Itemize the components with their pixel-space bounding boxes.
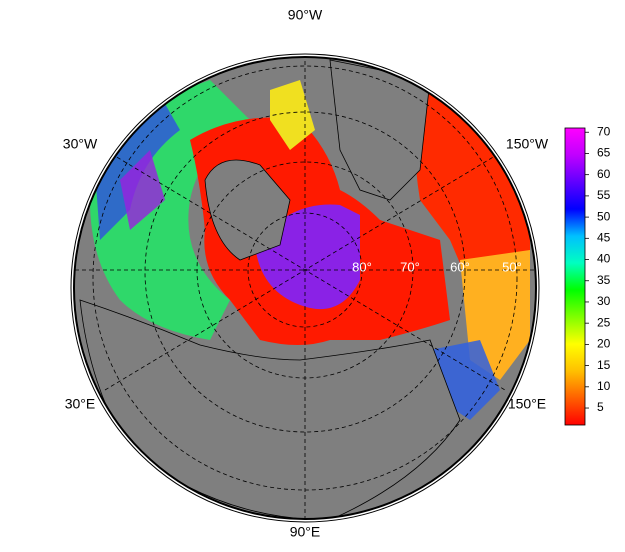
colorbar-tick-label: 30 <box>597 294 611 308</box>
colorbar-tick-label: 60 <box>597 167 611 181</box>
colorbar-tick-label: 15 <box>597 358 611 372</box>
colorbar-tick-label: 10 <box>597 379 611 393</box>
longitude-label: 150°E <box>508 396 546 412</box>
colorbar: 5 10 15 20 25 30 35 40 45 50 55 60 65 70 <box>564 124 611 426</box>
map-area: 80° 70° 60° 50° <box>74 57 536 519</box>
latitude-label: 60° <box>450 259 470 274</box>
longitude-label: 30°E <box>65 396 96 412</box>
longitude-label: 30°W <box>63 136 98 152</box>
field-yellow-bay <box>270 80 315 150</box>
colorbar-tick-label: 50 <box>597 209 611 223</box>
latitude-labels: 80° 70° 60° 50° <box>352 259 522 274</box>
map-border-outer <box>70 53 540 523</box>
graticule <box>75 57 535 519</box>
colorbar-tick-label: 25 <box>597 315 611 329</box>
longitude-label: 90°W <box>288 7 323 23</box>
colorbar-tick-label: 65 <box>597 146 611 160</box>
colorbar-tick-label: 5 <box>597 400 604 414</box>
colorbar-scale <box>564 127 586 426</box>
latitude-label: 80° <box>352 259 372 274</box>
colorbar-tick-label: 45 <box>597 230 611 244</box>
colorbar-tick-label: 35 <box>597 273 611 287</box>
latitude-label: 50° <box>502 259 522 274</box>
latitude-label: 70° <box>400 259 420 274</box>
field-purple-patch <box>120 150 165 230</box>
colorbar-tick-label: 70 <box>597 124 611 138</box>
longitude-label: 90°E <box>290 524 321 540</box>
colorbar-tick-label: 55 <box>597 188 611 202</box>
colorbar-tick-label: 40 <box>597 252 611 266</box>
map-border <box>73 56 537 520</box>
longitude-label: 150°W <box>506 136 549 152</box>
land-greenland <box>204 159 291 261</box>
colorbar-tick-label: 20 <box>597 337 611 351</box>
